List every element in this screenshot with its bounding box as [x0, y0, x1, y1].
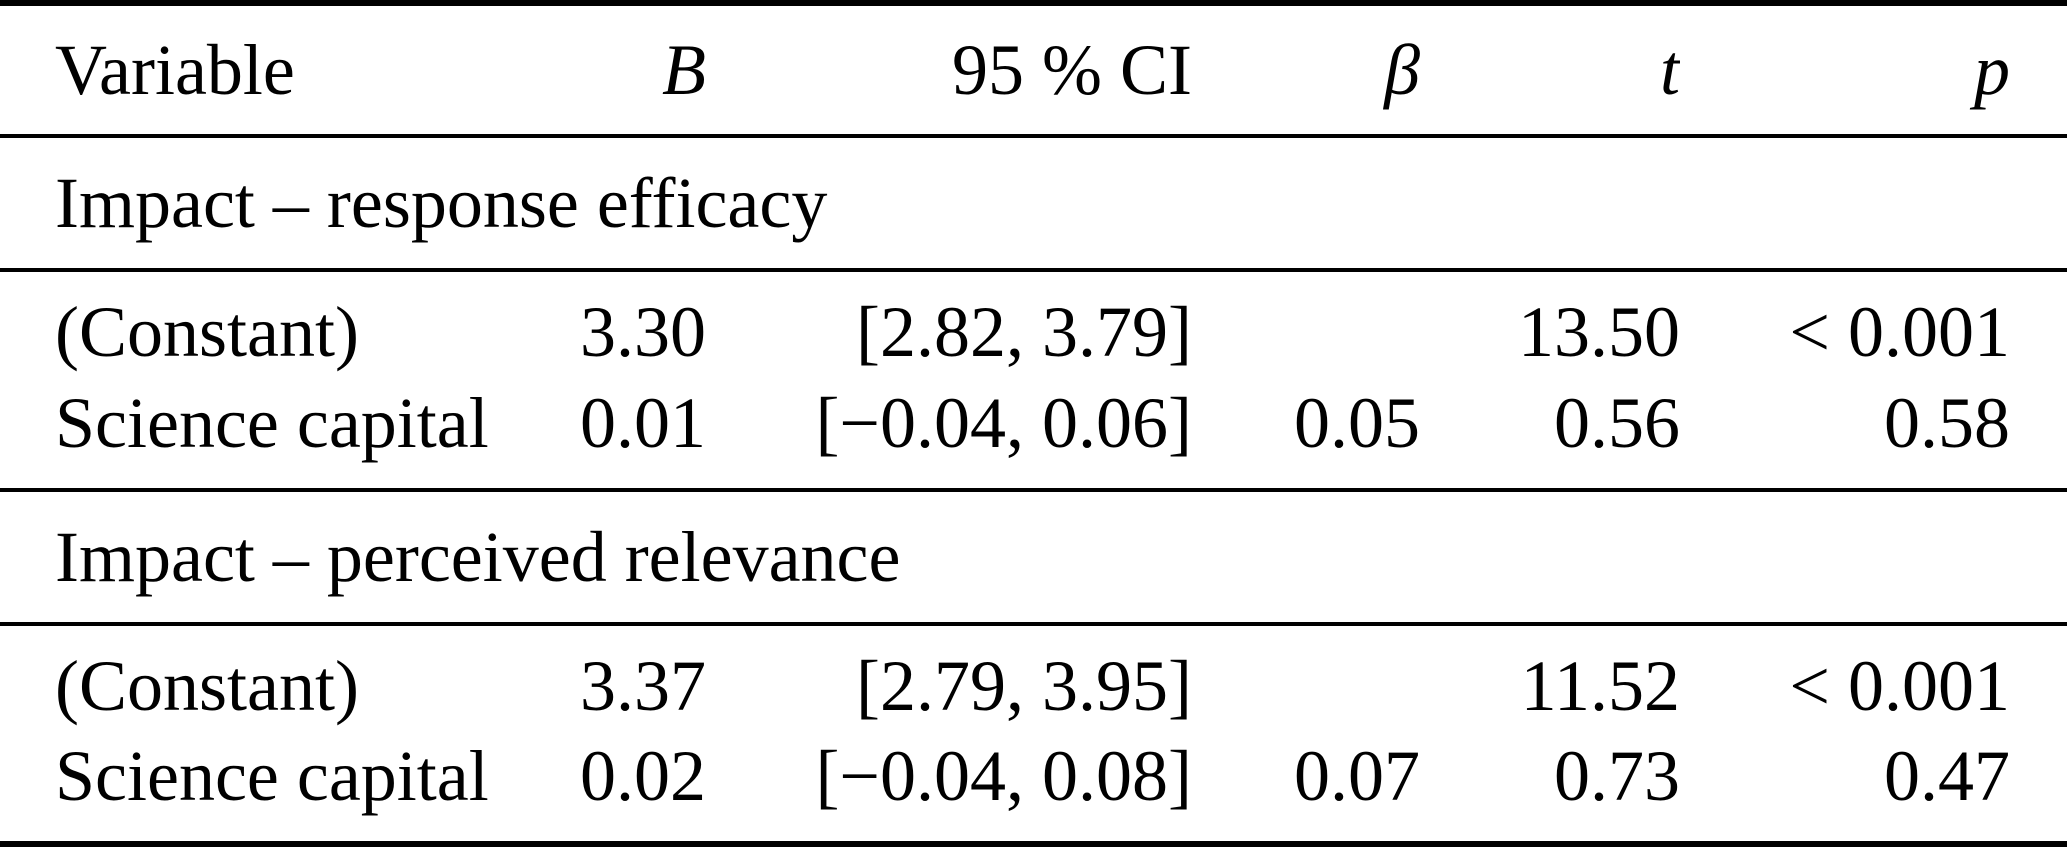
table-row: (Constant) 3.30 [2.82, 3.79] 13.50 < 0.0…: [0, 270, 2067, 380]
table-row: Science capital 0.02 [−0.04, 0.08] 0.07 …: [0, 734, 2067, 844]
header-row: Variable B 95 % CI β t p: [0, 3, 2067, 136]
section-title: Impact – perceived relevance: [55, 516, 901, 597]
cell-beta: 0.05: [1294, 382, 1420, 463]
cell-t: 13.50: [1518, 291, 1680, 372]
cell-p: 0.58: [1884, 382, 2010, 463]
section-header-perceived-relevance: Impact – perceived relevance: [0, 490, 2067, 624]
cell-p: < 0.001: [1789, 291, 2010, 372]
cell-b: 3.37: [580, 645, 706, 726]
cell-b: 0.02: [580, 736, 706, 816]
col-header-b: B: [662, 29, 706, 110]
table-row: Science capital 0.01 [−0.04, 0.06] 0.05 …: [0, 380, 2067, 490]
table-row: (Constant) 3.37 [2.79, 3.95] 11.52 < 0.0…: [0, 624, 2067, 734]
cell-beta: [1192, 624, 1420, 734]
regression-results-table: Variable B 95 % CI β t p Impact – respon…: [0, 0, 2067, 847]
cell-ci: [2.82, 3.79]: [856, 291, 1192, 372]
cell-t: 11.52: [1520, 645, 1680, 726]
cell-beta: [1192, 270, 1420, 380]
cell-variable: Science capital: [55, 382, 489, 463]
cell-b: 3.30: [580, 291, 706, 372]
cell-ci: [2.79, 3.95]: [856, 645, 1192, 726]
col-header-t: t: [1659, 29, 1680, 110]
cell-variable: (Constant): [55, 645, 359, 726]
cell-p: 0.47: [1884, 736, 2010, 816]
cell-ci: [−0.04, 0.08]: [815, 736, 1192, 816]
col-header-ci: 95 % CI: [952, 29, 1192, 110]
section-header-response-efficacy: Impact – response efficacy: [0, 136, 2067, 270]
col-header-beta: β: [1384, 29, 1420, 110]
cell-variable: (Constant): [55, 291, 359, 372]
col-header-p: p: [1974, 29, 2010, 110]
cell-t: 0.56: [1554, 382, 1680, 463]
cell-ci: [−0.04, 0.06]: [815, 382, 1192, 463]
col-header-variable: Variable: [55, 29, 295, 110]
cell-t: 0.73: [1554, 736, 1680, 816]
section-title: Impact – response efficacy: [55, 162, 828, 243]
cell-variable: Science capital: [55, 736, 489, 816]
cell-b: 0.01: [580, 382, 706, 463]
cell-p: < 0.001: [1789, 645, 2010, 726]
cell-beta: 0.07: [1294, 736, 1420, 816]
